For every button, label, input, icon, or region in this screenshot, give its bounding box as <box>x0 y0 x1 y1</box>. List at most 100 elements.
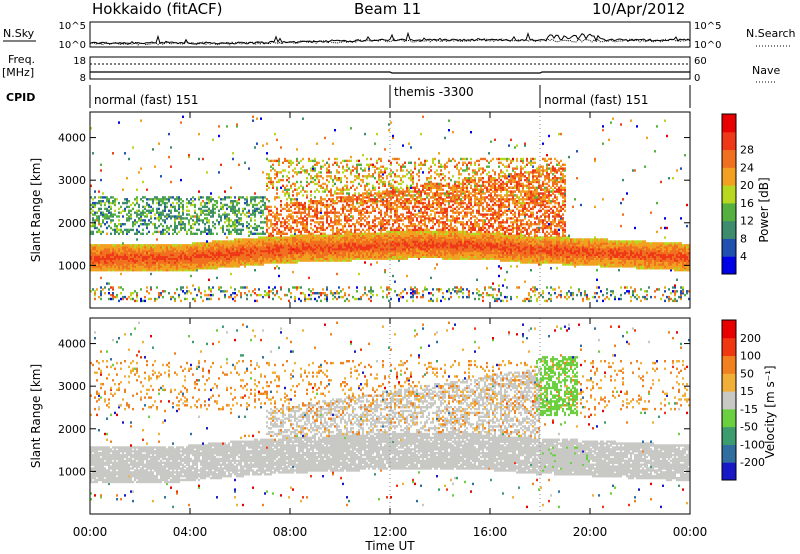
power-cell <box>398 224 400 228</box>
power-cell <box>226 290 228 293</box>
power-cell <box>408 207 410 211</box>
power-cell <box>262 257 264 260</box>
power-cell <box>406 226 408 230</box>
power-cell <box>336 257 338 260</box>
power-cell <box>240 230 242 234</box>
power-cell <box>268 211 270 214</box>
power-cell <box>108 244 110 247</box>
power-cell <box>106 247 108 251</box>
power-cell <box>226 263 228 266</box>
power-cell <box>258 249 260 253</box>
power-cell <box>384 226 386 230</box>
power-cell <box>206 198 208 201</box>
power-cell <box>406 186 408 189</box>
power-cell <box>98 207 100 211</box>
power-cell <box>298 211 300 214</box>
power-cell <box>102 259 104 262</box>
power-cell <box>410 295 412 299</box>
power-cell <box>332 232 334 235</box>
power-cell <box>92 255 94 258</box>
power-cell <box>280 178 282 182</box>
power-cell <box>412 171 414 174</box>
power-cell <box>416 242 418 245</box>
power-cell <box>98 249 100 253</box>
power-cell <box>310 234 312 237</box>
power-cell <box>392 219 394 222</box>
power-cell <box>146 215 148 218</box>
power-cell <box>312 209 314 212</box>
power-cell <box>144 215 146 218</box>
power-cell <box>330 188 332 191</box>
power-cell <box>124 223 126 226</box>
power-cell <box>370 253 372 257</box>
power-cell <box>368 169 370 172</box>
power-cell <box>294 299 296 303</box>
power-cell <box>348 230 350 234</box>
power-cell <box>402 240 404 243</box>
power-cell <box>138 217 140 220</box>
power-cell <box>276 240 278 243</box>
power-cell <box>298 209 300 212</box>
power-cell <box>318 244 320 247</box>
power-cell <box>418 232 420 235</box>
power-cell <box>112 261 114 264</box>
power-cell <box>368 290 370 293</box>
power-cell <box>372 209 374 212</box>
power-cell <box>310 215 312 218</box>
power-cell <box>388 244 390 247</box>
power-cell <box>320 217 322 220</box>
power-cell <box>234 207 236 211</box>
power-cell <box>376 240 378 243</box>
power-cell <box>120 257 122 260</box>
power-cell <box>266 230 268 234</box>
power-cell <box>246 211 248 214</box>
power-cell <box>204 230 206 234</box>
power-cell <box>354 230 356 234</box>
power-cell <box>304 205 306 209</box>
power-cell <box>146 223 148 226</box>
power-cell <box>334 207 336 211</box>
power-cell <box>356 175 358 178</box>
power-cell <box>272 288 274 291</box>
power-cell <box>252 290 254 293</box>
power-cell <box>396 236 398 239</box>
power-cell <box>284 246 286 249</box>
power-cell <box>256 249 258 253</box>
power-cell <box>320 171 322 174</box>
power-cell <box>404 205 406 209</box>
power-cell <box>200 251 202 255</box>
power-cell <box>298 186 300 189</box>
power-cell <box>224 265 226 268</box>
power-cell <box>276 196 278 199</box>
power-cell <box>410 246 412 249</box>
power-cell <box>136 228 138 232</box>
power-cell <box>218 246 220 249</box>
power-cell <box>396 230 398 234</box>
power-cell <box>374 234 376 237</box>
power-cell <box>168 251 170 255</box>
power-cell <box>144 267 146 270</box>
power-cell <box>178 196 180 199</box>
power-cell <box>340 295 342 299</box>
power-cell <box>412 299 414 303</box>
power-cell <box>274 286 276 289</box>
power-cell <box>224 203 226 207</box>
power-cell <box>296 180 298 184</box>
power-cell <box>160 200 162 203</box>
power-cell <box>194 244 196 247</box>
power-cell <box>232 242 234 245</box>
power-cell <box>226 125 228 128</box>
power-cell <box>276 215 278 218</box>
power-cell <box>158 246 160 249</box>
power-cell <box>328 211 330 214</box>
power-cell <box>352 196 354 199</box>
power-cell <box>166 261 168 264</box>
power-cell <box>362 169 364 172</box>
power-cell <box>396 188 398 191</box>
power-cell <box>400 190 402 193</box>
power-cell <box>246 244 248 247</box>
freq-label-2: [MHz] <box>2 66 34 79</box>
power-cell <box>176 209 178 212</box>
power-cell <box>176 217 178 220</box>
power-cell <box>136 230 138 234</box>
